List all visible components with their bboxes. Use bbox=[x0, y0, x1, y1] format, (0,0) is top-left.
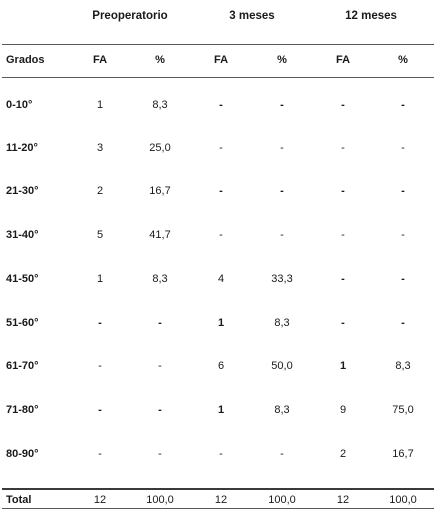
table-cell: - bbox=[219, 229, 223, 241]
table-cell: - bbox=[341, 142, 345, 154]
table-cell: - bbox=[280, 142, 284, 154]
header-top-rule bbox=[2, 44, 434, 45]
table-cell: 1 bbox=[96, 99, 104, 111]
table-cell: - bbox=[401, 317, 405, 329]
table-cell: 41,7 bbox=[149, 229, 171, 241]
header-bottom-rule bbox=[2, 77, 434, 78]
row-label: 71-80° bbox=[6, 404, 39, 416]
table-cell: - bbox=[219, 448, 223, 460]
table-cell: 100,0 bbox=[389, 494, 417, 506]
table-cell: - bbox=[280, 185, 284, 197]
column-header-pct-pre: % bbox=[155, 54, 165, 66]
table-cell: 33,3 bbox=[271, 273, 293, 285]
table-cell: - bbox=[341, 273, 345, 285]
row-label: 0-10° bbox=[6, 99, 33, 111]
table-cell: - bbox=[401, 99, 405, 111]
table-cell: 8,3 bbox=[152, 273, 168, 285]
table-cell: 9 bbox=[339, 404, 347, 416]
table-cell: 12 bbox=[214, 494, 228, 506]
table-cell: 6 bbox=[217, 360, 225, 372]
column-header-fa-pre: FA bbox=[92, 54, 108, 66]
table-cell: - bbox=[401, 185, 405, 197]
table-cell: - bbox=[158, 448, 162, 460]
table-cell: 2 bbox=[339, 448, 347, 460]
table-cell: - bbox=[341, 99, 345, 111]
table-cell: - bbox=[219, 185, 223, 197]
row-label: 41-50° bbox=[6, 273, 39, 285]
table-cell: - bbox=[280, 229, 284, 241]
table-cell: - bbox=[158, 404, 162, 416]
column-header-fa-3m: FA bbox=[213, 54, 229, 66]
table-cell: - bbox=[219, 99, 223, 111]
table-cell: 8,3 bbox=[152, 99, 168, 111]
row-label: 51-60° bbox=[6, 317, 39, 329]
table-cell: 4 bbox=[217, 273, 225, 285]
table-cell: 1 bbox=[96, 273, 104, 285]
column-header-pct-12m: % bbox=[398, 54, 408, 66]
group-header-12-meses: 12 meses bbox=[345, 10, 397, 22]
row-label: 11-20° bbox=[6, 142, 38, 154]
table-cell: 8,3 bbox=[274, 404, 290, 416]
table-cell: 16,7 bbox=[149, 185, 171, 197]
table-cell: 50,0 bbox=[271, 360, 293, 372]
row-label: 21-30° bbox=[6, 185, 39, 197]
table-cell: 8,3 bbox=[274, 317, 290, 329]
table-cell: 1 bbox=[217, 317, 225, 329]
table-cell: 1 bbox=[339, 360, 347, 372]
total-label: Total bbox=[6, 494, 32, 506]
table-cell: - bbox=[219, 142, 223, 154]
table-cell: 100,0 bbox=[146, 494, 174, 506]
table-cell: - bbox=[158, 360, 162, 372]
row-label: 80-90° bbox=[6, 448, 39, 460]
table-cell: - bbox=[401, 142, 405, 154]
table-cell: - bbox=[341, 317, 345, 329]
table-cell: - bbox=[280, 99, 284, 111]
table-cell: - bbox=[98, 404, 102, 416]
group-header-preoperatorio: Preoperatorio bbox=[92, 10, 168, 22]
table-cell: - bbox=[401, 273, 405, 285]
table-cell: 2 bbox=[96, 185, 104, 197]
table-cell: - bbox=[341, 185, 345, 197]
table-cell: - bbox=[401, 229, 405, 241]
table-cell: - bbox=[280, 448, 284, 460]
total-top-rule bbox=[2, 488, 434, 490]
column-header-grados: Grados bbox=[6, 54, 45, 66]
column-header-fa-12m: FA bbox=[335, 54, 351, 66]
table-cell: 8,3 bbox=[395, 360, 411, 372]
table-bottom-rule bbox=[2, 508, 434, 509]
table-cell: 100,0 bbox=[268, 494, 296, 506]
table-cell: - bbox=[98, 448, 102, 460]
table-cell: 75,0 bbox=[392, 404, 414, 416]
table-cell: 12 bbox=[93, 494, 107, 506]
table-cell: - bbox=[341, 229, 345, 241]
table-cell: 5 bbox=[96, 229, 104, 241]
table-cell: - bbox=[98, 360, 102, 372]
group-header-3-meses: 3 meses bbox=[229, 10, 275, 22]
table-cell: 3 bbox=[96, 142, 104, 154]
table-cell: 16,7 bbox=[392, 448, 414, 460]
table-cell: 1 bbox=[217, 404, 225, 416]
column-header-pct-3m: % bbox=[277, 54, 287, 66]
table-cell: 25,0 bbox=[149, 142, 171, 154]
table-cell: - bbox=[98, 317, 102, 329]
row-label: 31-40° bbox=[6, 229, 39, 241]
table-cell: - bbox=[158, 317, 162, 329]
table-cell: 12 bbox=[336, 494, 350, 506]
row-label: 61-70° bbox=[6, 360, 39, 372]
